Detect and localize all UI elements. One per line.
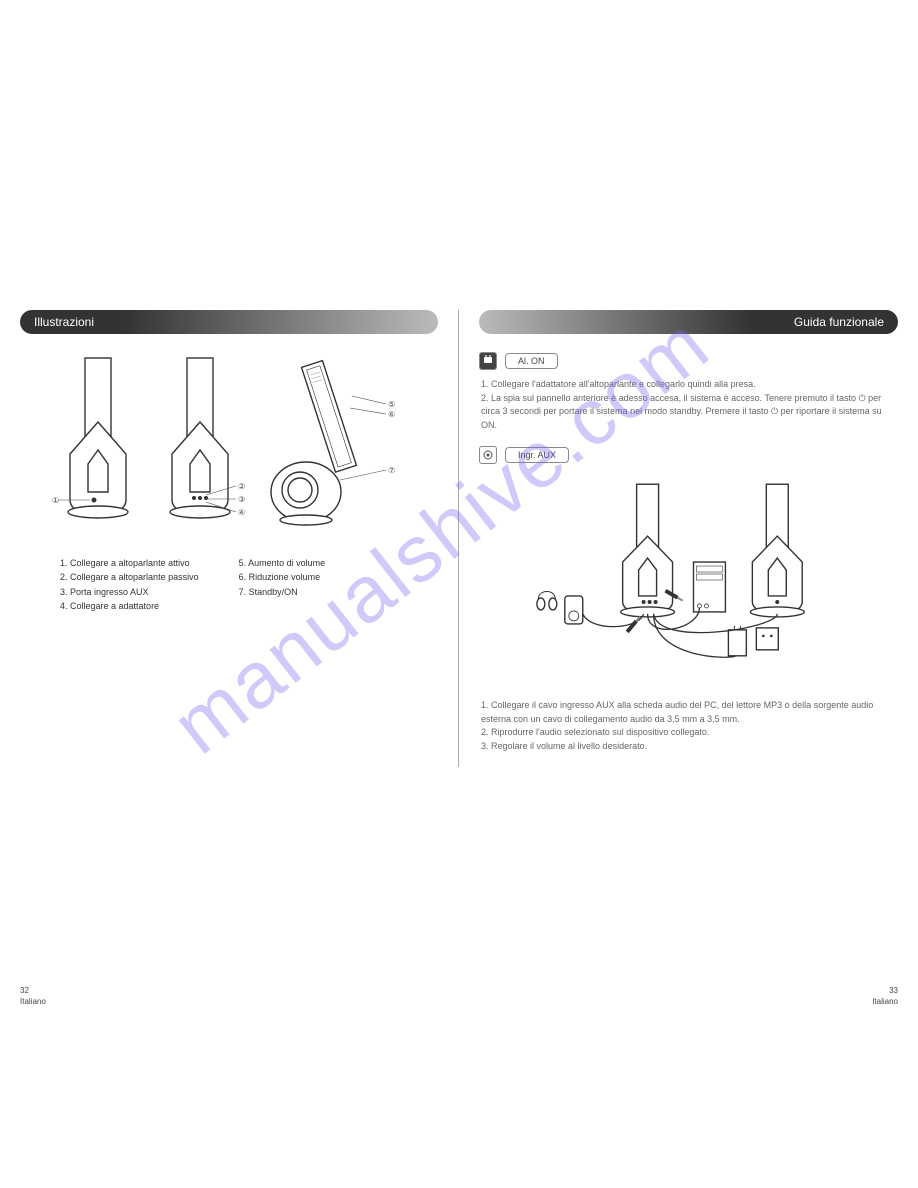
speaker-side-illustration: ⑤ ⑥ ⑦ — [256, 352, 406, 532]
legend-item: 1. Collegare a altoparlante attivo — [60, 556, 199, 570]
right-page-footer: 33 Italiano — [872, 986, 898, 1007]
legend-block: 1. Collegare a altoparlante attivo 2. Co… — [20, 556, 438, 614]
right-page: Guida funzionale Al. ON 1. Collegare l'a… — [459, 310, 918, 767]
right-header-title: Guida funzionale — [794, 315, 884, 329]
left-page: Illustrazioni ① ② ③ — [0, 310, 459, 767]
power-section-row: Al. ON — [479, 352, 898, 370]
right-section-header: Guida funzionale — [479, 310, 898, 334]
aux-icon — [479, 446, 497, 464]
legend-right-column: 5. Aumento di volume 6. Riduzione volume… — [239, 556, 326, 614]
instruction-item: 2. Riprodurre l'audio selezionato sul di… — [481, 726, 898, 740]
page-spread: Illustrazioni ① ② ③ — [0, 0, 918, 767]
callout-1: ① — [52, 496, 59, 505]
right-page-lang: Italiano — [872, 997, 898, 1007]
legend-item: 5. Aumento di volume — [239, 556, 326, 570]
left-section-header: Illustrazioni — [20, 310, 438, 334]
connection-diagram — [479, 480, 898, 680]
callout-7: ⑦ — [388, 466, 395, 475]
instruction-item: 1. Collegare l'adattatore all'altoparlan… — [481, 378, 898, 392]
callout-4: ④ — [238, 508, 245, 517]
instruction-item: 2. La spia sul pannello anteriore è ades… — [481, 392, 898, 433]
instruction-item: 1. Collegare il cavo ingresso AUX alla s… — [481, 699, 898, 726]
legend-left-column: 1. Collegare a altoparlante attivo 2. Co… — [60, 556, 199, 614]
legend-item: 3. Porta ingresso AUX — [60, 585, 199, 599]
legend-item: 6. Riduzione volume — [239, 570, 326, 584]
power-plug-icon — [479, 352, 497, 370]
instruction-item: 3. Regolare il volume al livello desider… — [481, 740, 898, 754]
legend-item: 2. Collegare a altoparlante passivo — [60, 570, 199, 584]
callout-5: ⑤ — [388, 400, 395, 409]
power-instructions: 1. Collegare l'adattatore all'altoparlan… — [479, 378, 898, 432]
left-page-lang: Italiano — [20, 997, 46, 1007]
aux-instructions: 1. Collegare il cavo ingresso AUX alla s… — [479, 699, 898, 753]
speaker-back2-illustration: ② ③ ④ — [154, 352, 246, 532]
aux-section-row: Ingr. AUX — [479, 446, 898, 464]
right-page-number: 33 — [872, 986, 898, 996]
speaker-back-illustration: ① — [52, 352, 144, 532]
left-header-title: Illustrazioni — [34, 315, 94, 329]
power-label: Al. ON — [505, 353, 558, 369]
left-page-footer: 32 Italiano — [20, 986, 46, 1007]
left-page-number: 32 — [20, 986, 46, 996]
callout-2: ② — [238, 482, 245, 491]
callout-3: ③ — [238, 495, 245, 504]
legend-item: 4. Collegare a adattatore — [60, 599, 199, 613]
aux-label: Ingr. AUX — [505, 447, 569, 463]
callout-6: ⑥ — [388, 410, 395, 419]
illustrations-row: ① ② ③ ④ — [20, 352, 438, 532]
legend-item: 7. Standby/ON — [239, 585, 326, 599]
